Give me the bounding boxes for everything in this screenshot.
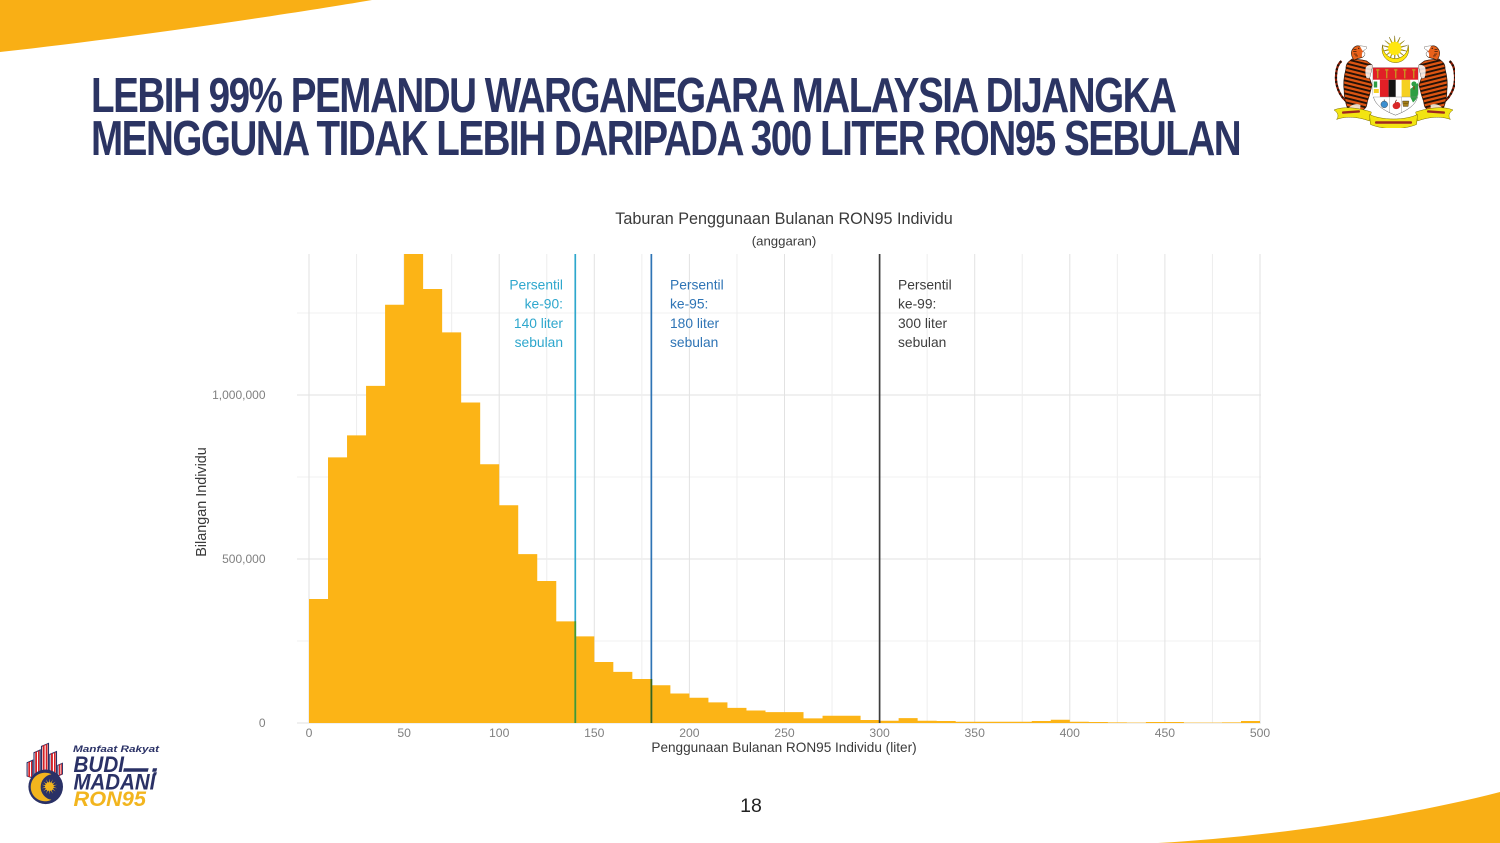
svg-text:Taburan Penggunaan Bulanan RON: Taburan Penggunaan Bulanan RON95 Individ… [615, 210, 953, 228]
svg-text:200: 200 [679, 726, 700, 740]
svg-text:sebulan: sebulan [515, 335, 563, 350]
svg-text:300: 300 [869, 726, 890, 740]
svg-text:500: 500 [1250, 726, 1271, 740]
svg-text:0: 0 [259, 716, 266, 730]
svg-text:ke-90:: ke-90: [525, 297, 563, 312]
svg-text:250: 250 [774, 726, 795, 740]
svg-text:Persentil: Persentil [670, 277, 724, 292]
svg-text:Persentil: Persentil [898, 277, 952, 292]
svg-text:450: 450 [1155, 726, 1176, 740]
svg-text:RON95: RON95 [74, 788, 147, 811]
svg-text:500,000: 500,000 [222, 552, 266, 566]
svg-text:Penggunaan Bulanan RON95 Indiv: Penggunaan Bulanan RON95 Individu (liter… [651, 740, 916, 755]
svg-text:ke-95:: ke-95: [670, 297, 708, 312]
svg-text:Bilangan Individu: Bilangan Individu [194, 447, 210, 557]
svg-text:1,000,000: 1,000,000 [212, 388, 266, 402]
svg-text:BUDI: BUDI [74, 752, 125, 777]
svg-text:300 liter: 300 liter [898, 316, 947, 331]
svg-text:Manfaat Rakyat: Manfaat Rakyat [73, 744, 160, 754]
svg-text:Persentil: Persentil [509, 277, 563, 292]
svg-text:50: 50 [397, 726, 411, 740]
svg-text:MADANI: MADANI [74, 770, 157, 795]
svg-text:0: 0 [306, 726, 313, 740]
svg-text:sebulan: sebulan [898, 335, 946, 350]
svg-text:350: 350 [965, 726, 986, 740]
svg-text:150: 150 [584, 726, 605, 740]
svg-text:180 liter: 180 liter [670, 316, 719, 331]
svg-text:(anggaran): (anggaran) [752, 234, 817, 249]
svg-text:400: 400 [1060, 726, 1081, 740]
svg-text:140 liter: 140 liter [514, 316, 563, 331]
svg-text:sebulan: sebulan [670, 335, 718, 350]
svg-text:18: 18 [740, 795, 762, 817]
svg-text:100: 100 [489, 726, 510, 740]
svg-text:ke-99:: ke-99: [898, 297, 936, 312]
